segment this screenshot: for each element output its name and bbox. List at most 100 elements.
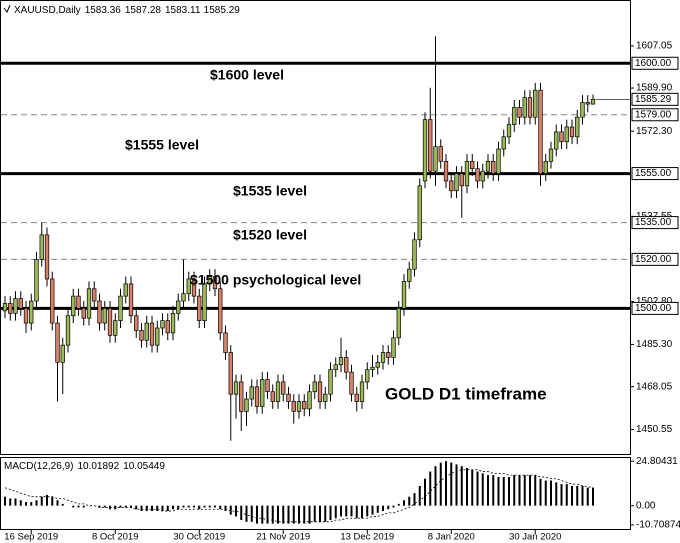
candle-body	[260, 379, 265, 407]
candle-body	[459, 173, 464, 187]
candle-body	[107, 308, 113, 336]
candle-body	[527, 97, 533, 118]
candle-body	[391, 337, 396, 358]
candle-body	[2, 303, 8, 312]
candle-body	[160, 320, 165, 329]
macd-y-tick-label: 24.80431	[636, 456, 678, 467]
x-tick-label: 8 Oct 2019	[92, 532, 138, 543]
candle-body	[370, 366, 375, 371]
candle-body	[65, 315, 71, 346]
current-price-label: 1585.29	[635, 94, 672, 105]
candle-body	[291, 401, 296, 412]
candle-body	[239, 381, 244, 412]
candle-body	[8, 303, 13, 314]
candle-body	[422, 119, 428, 182]
candle-body	[396, 308, 401, 339]
candle-body	[485, 160, 491, 172]
candle-body	[569, 126, 575, 138]
candle-body	[233, 381, 239, 395]
candle-body	[81, 308, 86, 319]
level-label-box	[631, 216, 679, 230]
candle-body	[375, 361, 380, 368]
candle-body	[548, 148, 554, 162]
candle-body	[543, 160, 548, 174]
macd-y-tick-label: -10.70874	[636, 520, 680, 531]
candle-body	[165, 320, 170, 334]
candle-body	[123, 283, 128, 297]
candle-body	[170, 312, 176, 334]
y-tick-label: 1450.55	[636, 424, 673, 435]
candle-body	[71, 295, 76, 317]
candle-body	[590, 98, 596, 105]
candle-body	[386, 352, 391, 358]
macd-pane	[0, 457, 631, 530]
candle-body	[212, 276, 218, 290]
candle-body	[433, 146, 438, 172]
y-tick-label: 1572.30	[636, 126, 673, 137]
candle-body	[449, 180, 454, 192]
candle-body	[102, 308, 107, 324]
candle-body	[44, 234, 50, 280]
x-tick-label: 13 Dec 2019	[340, 532, 394, 543]
candle-body	[191, 278, 197, 297]
y-tick-label: 1485.30	[636, 339, 673, 350]
ohlc-value: 1587.28	[125, 5, 162, 16]
candle-body	[281, 381, 286, 395]
macd-name: MACD(12,26,9)	[4, 461, 73, 472]
candle-body	[155, 327, 160, 346]
candle-body	[296, 401, 302, 412]
level-label-box	[631, 56, 679, 70]
annotation: $1500 psychological level	[190, 272, 361, 288]
candle-body	[92, 288, 97, 302]
candle-body	[501, 136, 506, 150]
candle-body	[506, 124, 512, 138]
header-icon	[3, 4, 11, 13]
candle-body	[202, 283, 207, 321]
y-tick-label: 1502.80	[636, 296, 673, 307]
candle-body	[464, 160, 470, 187]
candle-body	[354, 393, 359, 402]
y-tick-label: 1589.90	[636, 83, 673, 94]
candle-body	[438, 146, 443, 162]
candle-body	[39, 234, 44, 260]
y-tick-label: 1468.05	[636, 381, 673, 392]
ohlc-value: 1585.29	[204, 5, 241, 16]
annotation: $1520 level	[233, 227, 307, 243]
macd-y-tick-label: 0.00	[636, 500, 656, 511]
level-label-box	[631, 108, 679, 122]
ohlc-value: 1583.36	[85, 5, 122, 16]
candle-body	[380, 352, 386, 363]
candle-body	[512, 107, 517, 125]
candle-body	[428, 119, 433, 172]
candle-body	[475, 168, 480, 182]
candle-body	[128, 283, 134, 317]
level-label: 1600.00	[635, 58, 672, 69]
candle-body	[270, 391, 275, 402]
candle-body	[186, 278, 191, 295]
level-label-box	[631, 167, 679, 181]
symbol: XAUUSD,Daily	[14, 5, 81, 16]
candle-body	[286, 393, 291, 402]
level-label: 1535.00	[635, 217, 672, 228]
level-label-box	[631, 252, 679, 266]
candle-body	[244, 398, 249, 412]
candle-body	[538, 89, 543, 174]
candle-body	[181, 293, 186, 302]
candle-body	[228, 352, 233, 395]
level-label: 1555.00	[635, 168, 672, 179]
price-pane	[0, 0, 631, 455]
level-label-box	[631, 301, 679, 315]
level-label: 1500.00	[635, 303, 672, 314]
current-price-box	[631, 92, 679, 106]
x-tick-label: 16 Sep 2019	[4, 532, 58, 543]
x-tick-label: 21 Nov 2019	[256, 532, 310, 543]
candle-body	[365, 369, 370, 383]
candle-body	[223, 332, 228, 353]
candle-body	[50, 278, 55, 324]
candle-body	[338, 357, 344, 366]
candle-body	[496, 148, 501, 174]
candle-body	[144, 322, 149, 341]
level-label: 1520.00	[635, 254, 672, 265]
candle-body	[13, 298, 18, 314]
candle-body	[333, 364, 338, 371]
